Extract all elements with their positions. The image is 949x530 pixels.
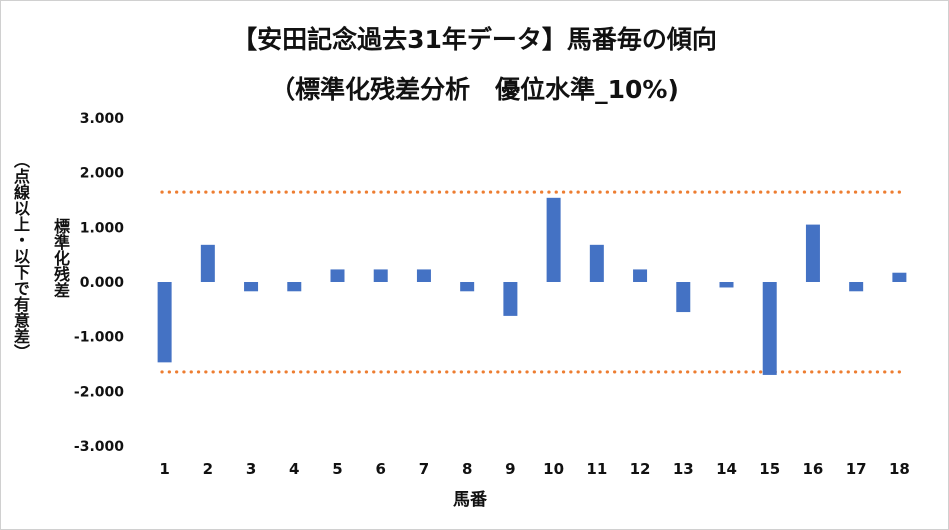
bar — [287, 282, 302, 292]
x-tick-label: 2 — [203, 460, 213, 478]
chart-subtitle: （標準化残差分析 優位水準_10%) — [270, 75, 679, 104]
x-tick-label: 15 — [759, 460, 780, 478]
bar — [503, 282, 518, 316]
y-axis-note: （点線以上・以下で有意差） — [11, 152, 30, 360]
x-tick-label: 13 — [673, 460, 694, 478]
bar — [892, 272, 907, 282]
x-tick-label: 14 — [716, 460, 737, 478]
x-tick-label: 7 — [419, 460, 429, 478]
x-tick-label: 12 — [630, 460, 651, 478]
x-tick-label: 5 — [332, 460, 342, 478]
bar — [589, 244, 604, 282]
bar — [762, 282, 777, 375]
x-axis-label: 馬番 — [453, 490, 487, 510]
bar — [330, 269, 345, 282]
bar — [849, 282, 864, 292]
y-tick-label: -1.000 — [74, 330, 124, 346]
bar — [200, 244, 215, 282]
bar — [157, 282, 172, 363]
bar — [805, 224, 820, 282]
x-tick-label: 9 — [505, 460, 515, 478]
bar — [546, 197, 561, 282]
x-tick-label: 16 — [803, 460, 824, 478]
bar — [373, 269, 388, 282]
bar — [633, 269, 648, 282]
bar — [719, 282, 734, 288]
x-tick-label: 3 — [246, 460, 256, 478]
bar — [676, 282, 691, 313]
x-tick-label: 4 — [289, 460, 299, 478]
chart-title: 【安田記念過去31年データ】馬番毎の傾向 — [232, 25, 717, 54]
y-tick-label: -3.000 — [74, 439, 124, 455]
y-axis-label: 標準化残差 — [51, 218, 70, 298]
bar — [460, 282, 475, 292]
y-tick-label: 2.000 — [80, 166, 125, 182]
x-tick-label: 17 — [846, 460, 867, 478]
bar — [244, 282, 259, 292]
y-tick-label: 3.000 — [80, 111, 125, 127]
y-tick-label: 0.000 — [80, 275, 125, 291]
x-tick-label: 1 — [159, 460, 169, 478]
x-tick-label: 10 — [543, 460, 564, 478]
y-tick-label: -2.000 — [74, 384, 124, 400]
y-tick-label: 1.000 — [80, 220, 125, 236]
x-tick-label: 6 — [376, 460, 386, 478]
bar — [416, 269, 431, 282]
x-tick-label: 18 — [889, 460, 910, 478]
x-tick-label: 11 — [586, 460, 607, 478]
x-tick-label: 8 — [462, 460, 472, 478]
